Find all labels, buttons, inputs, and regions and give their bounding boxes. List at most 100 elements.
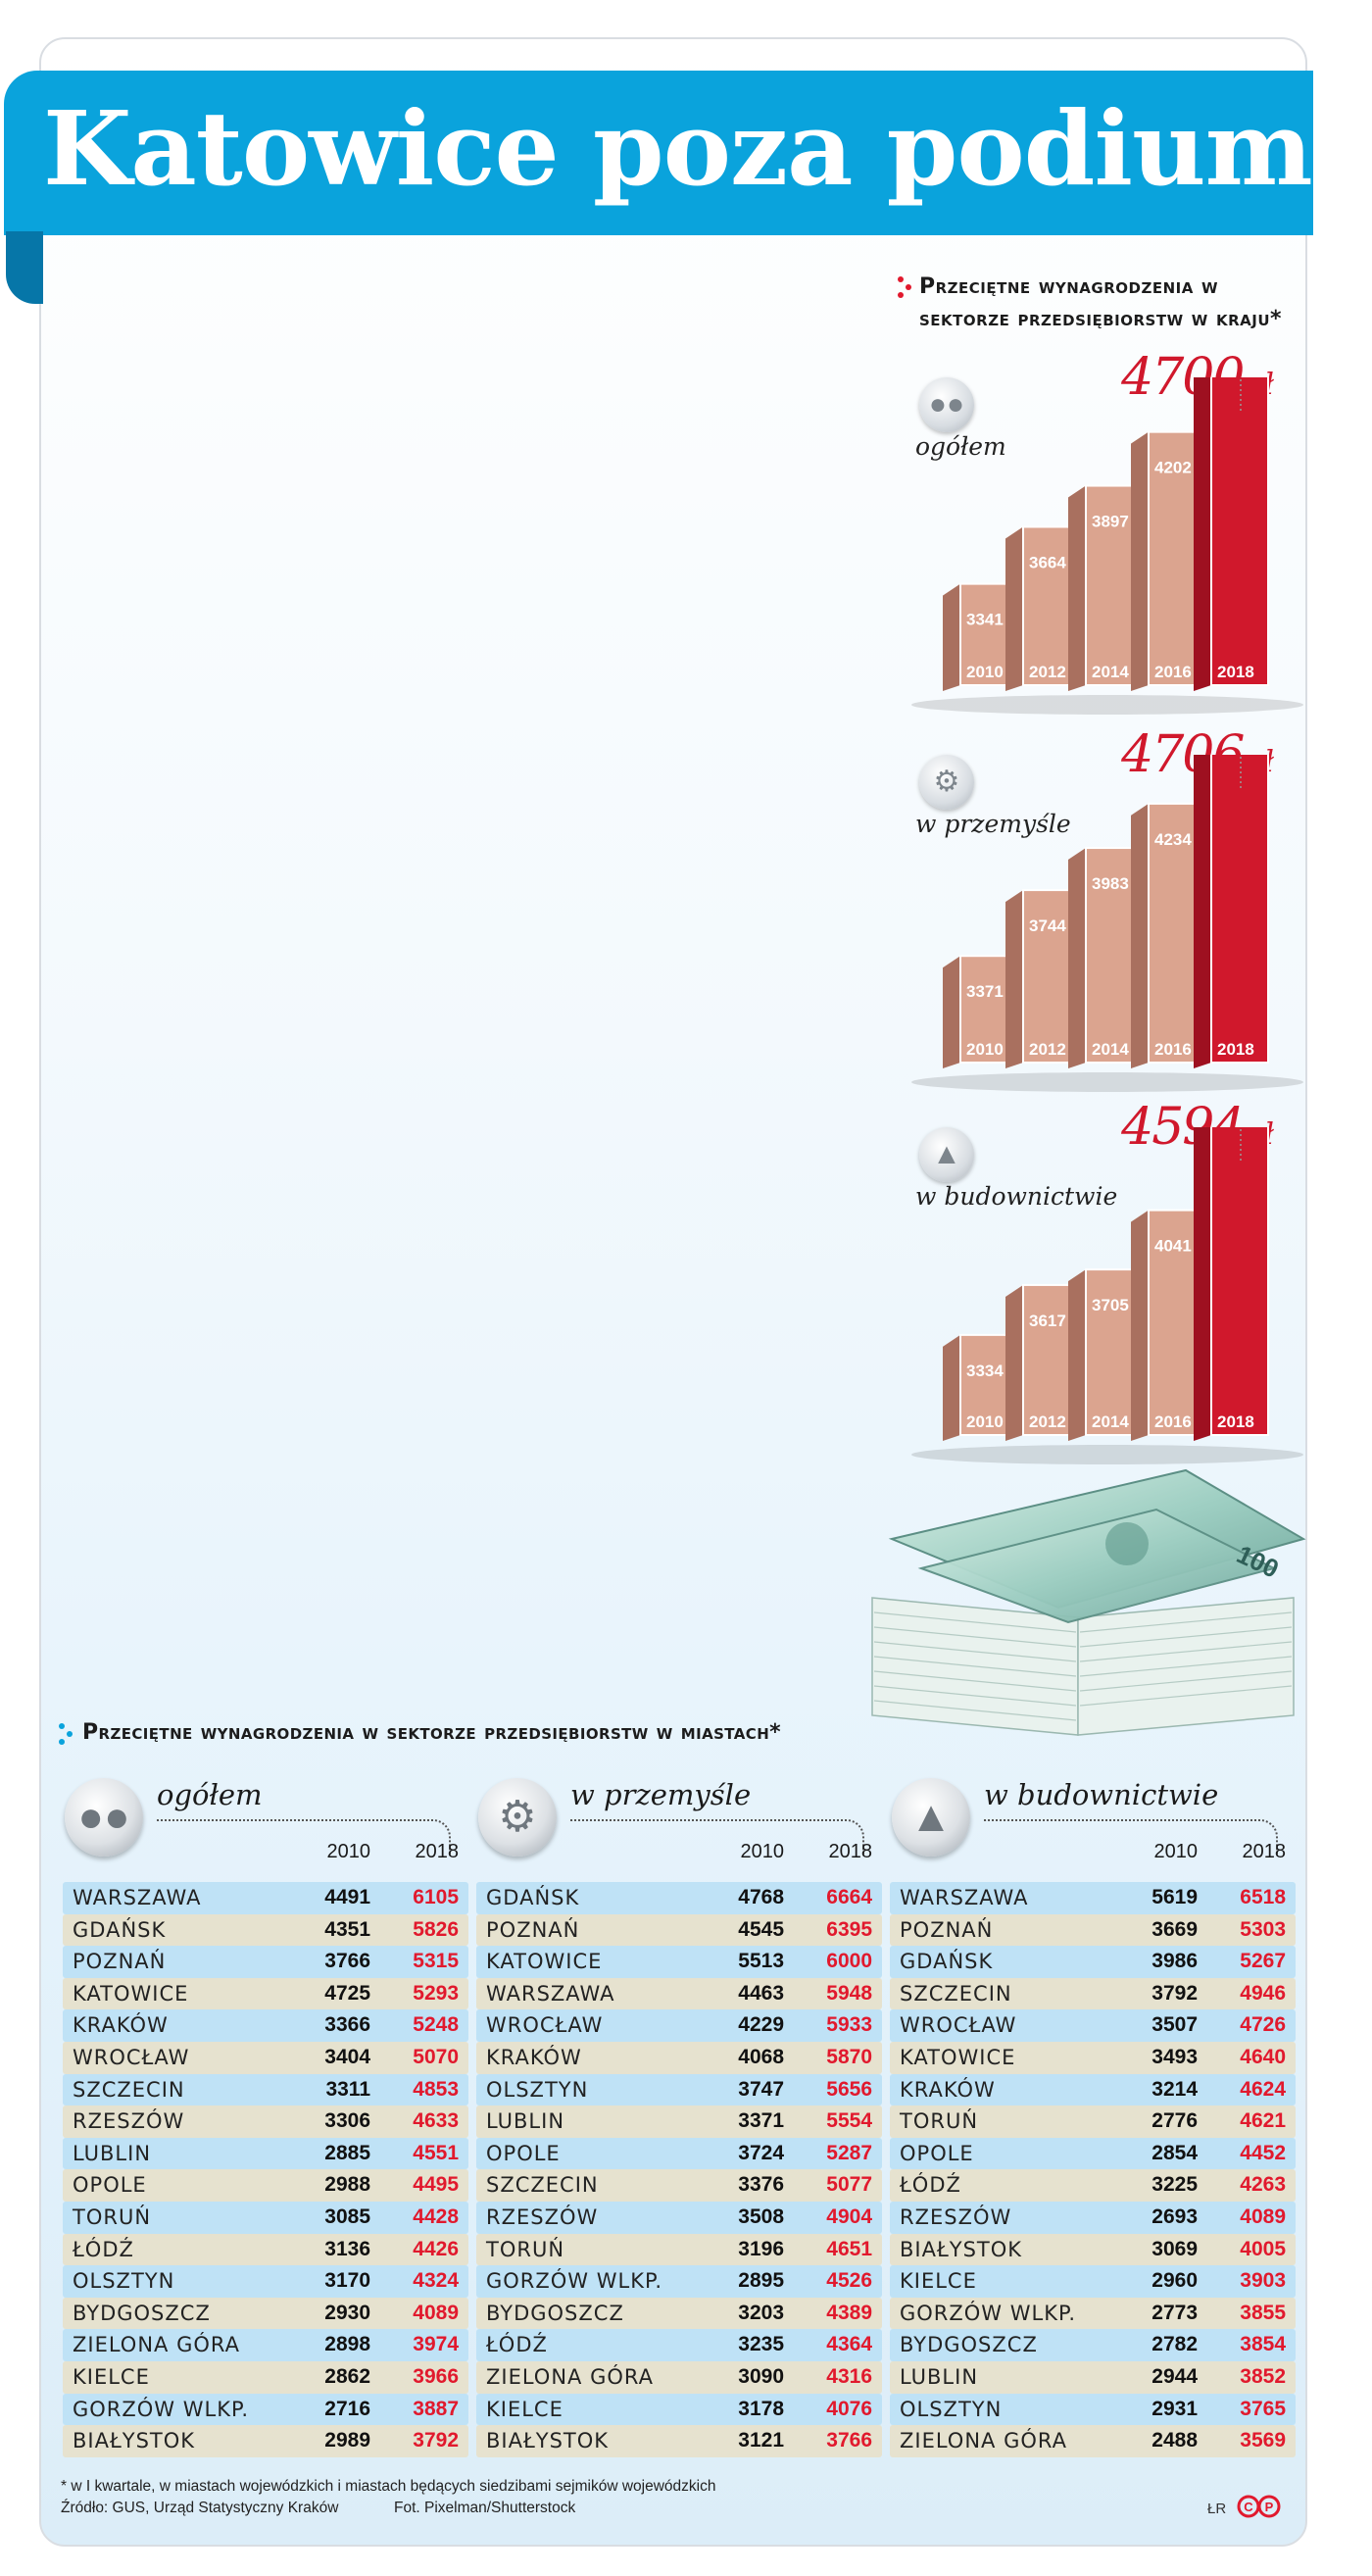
national-chart-label: w przemyśle	[915, 810, 1071, 838]
bar-side	[1005, 1284, 1023, 1441]
bar-value-label: 4234	[1154, 830, 1192, 849]
bar-year-label: 2018	[1217, 1040, 1254, 1059]
value-2010: 5513	[738, 1950, 784, 1973]
table-row: GDAŃSK 4768 6664	[476, 1882, 882, 1914]
city-name: ŁÓDŹ	[486, 2333, 548, 2357]
value-2010: 3986	[1152, 1950, 1198, 1973]
city-name: KRAKÓW	[486, 2045, 582, 2069]
bar-year-label: 2018	[1217, 1412, 1254, 1431]
bar-year-label: 2012	[1029, 1412, 1066, 1431]
value-2010: 3196	[738, 2237, 784, 2260]
bar-value-label: 3983	[1092, 874, 1129, 893]
city-name: ZIELONA GÓRA	[73, 2333, 240, 2357]
value-2018: 4452	[1240, 2141, 1286, 2164]
bar-year-label: 2010	[966, 1412, 1004, 1431]
national-chart-label: ogółem	[915, 432, 1006, 461]
city-name: KIELCE	[486, 2397, 564, 2421]
bar-year-label: 2012	[1029, 1040, 1066, 1059]
city-name: BIAŁYSTOK	[486, 2429, 610, 2453]
bar-value-label: 3664	[1029, 553, 1066, 571]
table-rows: WARSZAWA 5619 6518 POZNAŃ 3669 5303 GDAŃSK 3986…	[890, 1882, 1296, 2457]
value-2010: 3366	[324, 2013, 370, 2037]
bar-value-label: 4041	[1154, 1237, 1192, 1256]
value-2010: 3747	[738, 2077, 784, 2101]
value-2010: 4068	[738, 2045, 784, 2068]
value-2018: 5293	[413, 1981, 459, 2005]
value-2018: 4389	[826, 2301, 872, 2324]
city-table-overall: ●● ogółem 2010 2018 WARSZAWA 4491 6105 GDAŃ…	[63, 1770, 468, 2457]
city-name: BYDGOSZCZ	[486, 2301, 624, 2325]
value-2018: 4726	[1240, 2013, 1286, 2037]
photo-credit: Fot. Pixelman/Shutterstock	[394, 2500, 576, 2516]
table-row: RZESZÓW 2693 4089	[890, 2201, 1296, 2234]
table-row: TORUŃ 2776 4621	[890, 2105, 1296, 2138]
table-row: WROCŁAW 4229 5933	[476, 2009, 882, 2042]
city-name: BYDGOSZCZ	[900, 2333, 1038, 2357]
value-2010: 2989	[324, 2429, 370, 2452]
gear-icon: ⚙	[478, 1778, 557, 1857]
table-row: OPOLE 3724 5287	[476, 2137, 882, 2170]
table-row: GORZÓW WLKP. 2773 3855	[890, 2297, 1296, 2330]
table-row: SZCZECIN 3376 5077	[476, 2169, 882, 2202]
value-2018: 5315	[413, 1950, 459, 1973]
bar-value-label: 3617	[1029, 1312, 1066, 1330]
table-row: WARSZAWA 5619 6518	[890, 1882, 1296, 1914]
bar	[1210, 755, 1269, 1064]
value-2018: 3792	[413, 2429, 459, 2452]
national-chart-label: w budownictwie	[915, 1182, 1118, 1211]
bars-svg: 3341 2010 3664 2012 3897 2014 4202 2016 2018	[911, 377, 1303, 715]
value-2018: 4089	[413, 2301, 459, 2324]
bar-year-label: 2016	[1154, 663, 1192, 681]
bar-value-label: 3744	[1029, 916, 1066, 935]
value-2010: 3225	[1152, 2173, 1198, 2197]
table-row: ZIELONA GÓRA 2898 3974	[63, 2329, 468, 2361]
footnote: * w I kwartale, w miastach wojewódzkich …	[61, 2478, 716, 2495]
bars-shadow	[911, 1445, 1303, 1464]
value-2010: 2944	[1152, 2364, 1198, 2388]
value-2018: 4526	[826, 2269, 872, 2293]
value-2010: 3090	[738, 2364, 784, 2388]
value-2018: 3887	[413, 2397, 459, 2420]
bar	[1210, 377, 1269, 686]
value-2018: 4263	[1240, 2173, 1286, 2197]
value-2010: 2885	[324, 2141, 370, 2164]
value-2018: 3966	[413, 2364, 459, 2388]
bars-shadow	[911, 1072, 1303, 1092]
value-2018: 4364	[826, 2333, 872, 2356]
value-2018: 4640	[1240, 2045, 1286, 2068]
table-row: GORZÓW WLKP. 2895 4526	[476, 2265, 882, 2298]
table-row: KIELCE 2960 3903	[890, 2265, 1296, 2298]
value-2010: 3669	[1152, 1917, 1198, 1941]
bar-value-label: 3334	[966, 1362, 1004, 1380]
table-row: BYDGOSZCZ 2782 3854	[890, 2329, 1296, 2361]
table-row: BIAŁYSTOK 2989 3792	[63, 2425, 468, 2457]
city-name: WROCŁAW	[486, 2013, 604, 2038]
value-2018: 6395	[826, 1917, 872, 1941]
value-2010: 3170	[324, 2269, 370, 2293]
table-row: LUBLIN 2944 3852	[890, 2360, 1296, 2394]
value-2010: 2693	[1152, 2204, 1198, 2228]
value-2018: 5933	[826, 2013, 872, 2037]
bar-year-label: 2016	[1154, 1040, 1192, 1059]
city-name: LUBLIN	[486, 2109, 565, 2134]
city-name: KRAKÓW	[73, 2013, 169, 2038]
table-title: ogółem	[157, 1778, 263, 1811]
value-2018: 4428	[413, 2204, 459, 2228]
house-icon: ▲	[919, 1127, 974, 1182]
title-band	[4, 71, 1313, 235]
value-2010: 2776	[1152, 2109, 1198, 2133]
value-2018: 5656	[826, 2077, 872, 2101]
svg-text:P: P	[1265, 2500, 1274, 2514]
value-2018: 5303	[1240, 1917, 1286, 1941]
value-2010: 2895	[738, 2269, 784, 2293]
value-2010: 2988	[324, 2173, 370, 2197]
table-row: GDAŃSK 4351 5826	[63, 1913, 468, 1947]
table-header: ▲ w budownictwie 2010 2018	[890, 1770, 1296, 1864]
value-2010: 3203	[738, 2301, 784, 2324]
city-name: BYDGOSZCZ	[73, 2301, 211, 2325]
city-name: WARSZAWA	[486, 1981, 615, 2006]
table-row: GDAŃSK 3986 5267	[890, 1946, 1296, 1978]
table-row: POZNAŃ 3766 5315	[63, 1946, 468, 1978]
value-2010: 3376	[738, 2173, 784, 2197]
table-row: SZCZECIN 3311 4853	[63, 2073, 468, 2106]
